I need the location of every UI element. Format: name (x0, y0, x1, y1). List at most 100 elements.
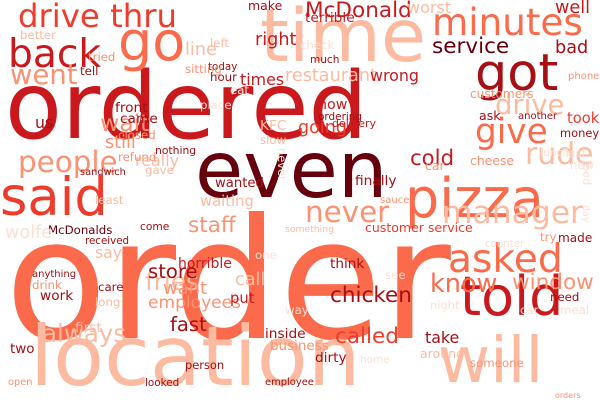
word-make: make (248, 0, 283, 13)
word-service: service (432, 34, 510, 59)
word-anything: anything (32, 269, 77, 280)
word-bad: bad (555, 38, 589, 58)
word-store: store (148, 260, 198, 283)
word-window: window (512, 270, 594, 295)
word-left: left (210, 36, 230, 50)
word-went: went (10, 60, 78, 91)
word-come: come (140, 220, 170, 233)
word-order: order (5, 184, 451, 378)
word-long: long (95, 295, 121, 309)
word-care: care (98, 280, 124, 294)
word-took: took (567, 110, 600, 127)
word-meal: meal (560, 303, 590, 317)
word-got: got (475, 43, 559, 102)
word-business: business (270, 338, 329, 354)
word-two: two (10, 342, 35, 357)
word-came: came (120, 111, 158, 127)
word-around: around (420, 346, 465, 361)
word-try: try (540, 230, 557, 244)
word-kfc: KFC (260, 118, 287, 134)
word-car-small: car (520, 303, 539, 317)
word-looked: looked (145, 377, 180, 389)
word-employee: employee (265, 377, 314, 388)
word-go: go (118, 10, 186, 73)
word-today: today (208, 61, 238, 73)
word-drink: drink (32, 278, 62, 292)
word-lunch: lunch (540, 146, 570, 159)
word-way: way (285, 303, 309, 317)
word-worst: worst (407, 0, 452, 17)
word-someone: someone (470, 356, 524, 370)
word-one: one (255, 248, 277, 262)
word-said: said (0, 167, 108, 228)
word-say: say (95, 243, 123, 262)
word-know: know (430, 269, 498, 299)
word-sitting: sitting (185, 62, 222, 76)
word-something: something (285, 224, 334, 235)
word-ordered: ordered (5, 52, 368, 160)
word-person: person (185, 358, 225, 372)
word-gave: gave (145, 163, 174, 177)
word-people: people (18, 145, 118, 179)
word-give: give (475, 112, 548, 152)
word-line: line (185, 40, 217, 60)
word-employees: employees (148, 293, 242, 313)
word-fries: fries (145, 267, 199, 296)
word-orders: orders (555, 391, 581, 400)
word-cold: cold (410, 146, 455, 171)
word-us: us (35, 113, 54, 132)
word-see: see (385, 268, 406, 282)
word-waiting: waiting (200, 193, 254, 210)
word-mcdonalds: McDonalds (48, 223, 113, 237)
word-drive-thru: drive thru (18, 0, 178, 35)
word-wrong: wrong (370, 66, 419, 85)
word-ask: ask (479, 108, 501, 123)
word-rude: rude (525, 137, 594, 172)
word-always: always (42, 319, 127, 348)
word-cheese: cheese (470, 153, 515, 168)
word-pizza: pizza (405, 167, 544, 230)
word-think: think (330, 256, 365, 272)
word-received: received (85, 235, 130, 247)
word-sandwich: sandwich (80, 167, 126, 178)
word-counter: counter (485, 239, 525, 250)
word-hour: hour (210, 70, 237, 84)
word-day: day (580, 205, 591, 223)
word-customer-service: customer service (365, 220, 473, 235)
word-terrible: terrible (305, 10, 355, 26)
word-first: first (75, 320, 102, 336)
word-ordering: ordering (318, 111, 363, 123)
word-eat: eat (230, 83, 250, 97)
word-night: night (430, 298, 460, 312)
word-front: front (115, 100, 148, 116)
word-dirty: dirty (315, 350, 347, 366)
word-check: check (300, 38, 335, 52)
word-drive: drive (495, 90, 565, 121)
word-refund: refund (118, 150, 157, 164)
word-told: told (460, 265, 564, 328)
word-another: another (518, 111, 558, 122)
word-much: much (310, 54, 340, 66)
word-new: new (570, 158, 595, 172)
word-really: really (135, 151, 180, 170)
word-now: now (318, 97, 348, 113)
word-never: never (305, 195, 390, 229)
word-want: want (163, 278, 208, 299)
word-inside: inside (265, 326, 306, 342)
word-time: time (260, 0, 427, 79)
word-staff: staff (188, 213, 236, 238)
word-manager: manager (442, 195, 583, 231)
word-better: better (20, 28, 56, 42)
word-fast: fast (170, 313, 207, 336)
word-least: least (95, 193, 124, 207)
word-put: put (230, 290, 255, 307)
word-chicken: chicken (330, 283, 412, 308)
word-minutes: minutes (432, 0, 583, 44)
word-made: made (558, 231, 593, 245)
word-car: car (425, 158, 445, 173)
word-restaurant: restaurant (285, 66, 377, 86)
word-going: going (298, 118, 347, 138)
word-phone: phone (568, 71, 600, 82)
word-place: place (200, 98, 232, 112)
